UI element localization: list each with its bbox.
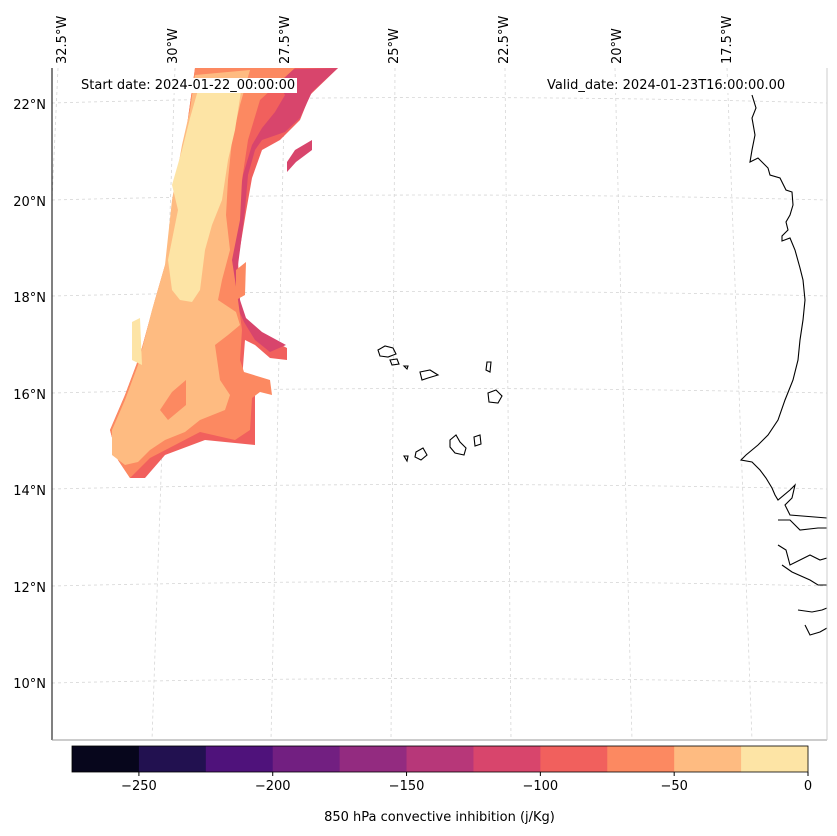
gridline-lat-12 [51,581,828,587]
colorbar-tick-label: −250 [121,779,157,794]
start-date-label: Start date: 2024-01-22_00:00:00 [79,78,298,93]
colorbar-tick-label: −50 [660,779,688,794]
lon-label: 32.5°W [55,15,70,64]
colorbar-tick-label: −200 [254,779,291,794]
island-fogo [414,447,428,461]
gridline-lon-25 [390,67,396,741]
gridline-lon-32.5 [51,67,59,201]
gridline-lon-22.5 [504,67,512,741]
island-boa-vista [487,389,503,404]
lat-label: 14°N [13,484,46,499]
gridline-lat-10 [51,678,828,684]
lat-label: 22°N [13,98,46,113]
island-brava [403,455,409,463]
colorbar-tick-label: −100 [522,779,559,794]
lon-label: 17.5°W [720,15,735,64]
gridline-lat-22 [51,97,828,104]
lat-label: 20°N [13,195,46,210]
valid-date-label: Valid_date: 2024-01-23T16:00:00.00 [545,78,788,93]
gridline-lat-20 [51,194,828,201]
cin-band-0-2 [132,318,142,365]
lat-label: 10°N [13,677,46,692]
coastlines [377,94,828,636]
lat-label: 16°N [13,388,46,403]
lon-label: 22.5°W [497,15,512,64]
lat-label: 18°N [13,291,46,306]
colorbar-tick-label: 0 [803,779,813,794]
cin-band-0 [168,85,242,302]
map-frame [51,68,828,741]
cin-contours [110,68,338,478]
island-santiago [449,434,467,456]
gridline-lon-20 [614,67,633,741]
island-sal [485,361,492,373]
lon-label: 25°W [387,28,402,64]
colorbar-label: 850 hPa convective inhibition (j/Kg) [324,810,555,825]
gridline-lon-17.5 [726,67,753,741]
island-maio [473,434,482,447]
cin-band-minus125-100-2 [287,140,312,172]
lon-label: 27.5°W [278,15,293,64]
cin-band-minus50-25-b [160,380,186,420]
lat-label: 12°N [13,581,46,596]
island-santo-antao [377,345,397,358]
cin-band-minus50-25-c [236,262,246,300]
island-santa-luzia [402,365,409,371]
island-sao-nicolau [419,369,440,381]
gridline-lon-27.5 [270,67,286,741]
coastline-africa [739,94,828,636]
lon-label: 30°W [166,28,181,64]
lon-label: 20°W [610,28,625,64]
island-sao-vicente [389,358,400,366]
colorbar-tick-label: −150 [388,779,425,794]
gridline-lat-14 [51,484,828,490]
cin-band-minus125-100 [232,68,338,352]
